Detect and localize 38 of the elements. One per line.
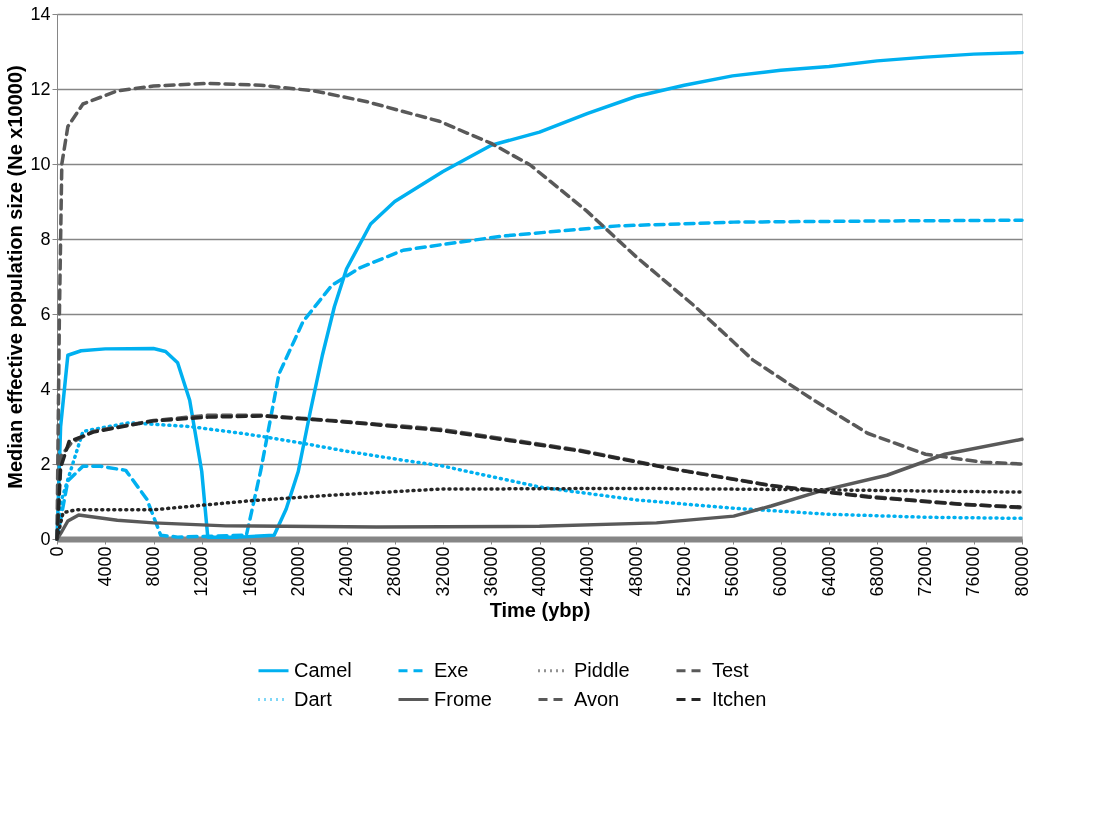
- x-tick-label: 76000: [963, 546, 984, 597]
- x-tick-label: 40000: [529, 546, 549, 597]
- legend-label: Frome: [434, 687, 492, 710]
- legend-label: Itchen: [712, 687, 767, 710]
- legend-label: Exe: [434, 658, 469, 681]
- x-tick-label: 28000: [384, 546, 405, 597]
- x-tick-label: 80000: [1011, 546, 1032, 597]
- x-tick-label: 4000: [94, 546, 115, 587]
- legend-label: Piddle: [574, 658, 630, 681]
- x-axis-title: Time (ybp): [489, 598, 591, 621]
- x-tick-label: 24000: [336, 546, 356, 597]
- x-tick-label: 68000: [866, 546, 887, 597]
- x-tick-label: 32000: [432, 546, 453, 597]
- x-tick-label: 52000: [673, 546, 694, 597]
- x-tick-label: 16000: [239, 546, 260, 597]
- y-axis-title: Median effective population size (Ne x10000): [4, 65, 27, 489]
- x-tick-label: 8000: [143, 546, 163, 587]
- x-tick-label: 60000: [770, 546, 791, 597]
- x-tick-label: 56000: [722, 546, 742, 597]
- x-tick-label: 48000: [625, 546, 646, 597]
- legend-label: Avon: [574, 687, 620, 710]
- y-tick-label: 2: [40, 453, 51, 474]
- y-tick-label: 6: [40, 303, 51, 324]
- x-tick-label: 64000: [818, 546, 839, 597]
- legend-label: Dart: [294, 687, 333, 710]
- x-tick-label: 44000: [577, 546, 598, 597]
- x-tick-label: 12000: [191, 546, 212, 597]
- x-tick-label: 72000: [915, 546, 935, 597]
- y-tick-label: 4: [40, 378, 51, 399]
- x-tick-label: 36000: [480, 546, 501, 597]
- y-tick-label: 14: [30, 3, 51, 24]
- y-tick-label: 10: [30, 153, 51, 174]
- y-tick-label: 12: [30, 78, 51, 99]
- y-tick-label: 8: [40, 228, 51, 249]
- y-tick-label: 0: [40, 528, 51, 549]
- x-tick-label: 20000: [287, 546, 308, 597]
- legend-label: Test: [712, 658, 750, 681]
- legend-label: Camel: [294, 658, 352, 681]
